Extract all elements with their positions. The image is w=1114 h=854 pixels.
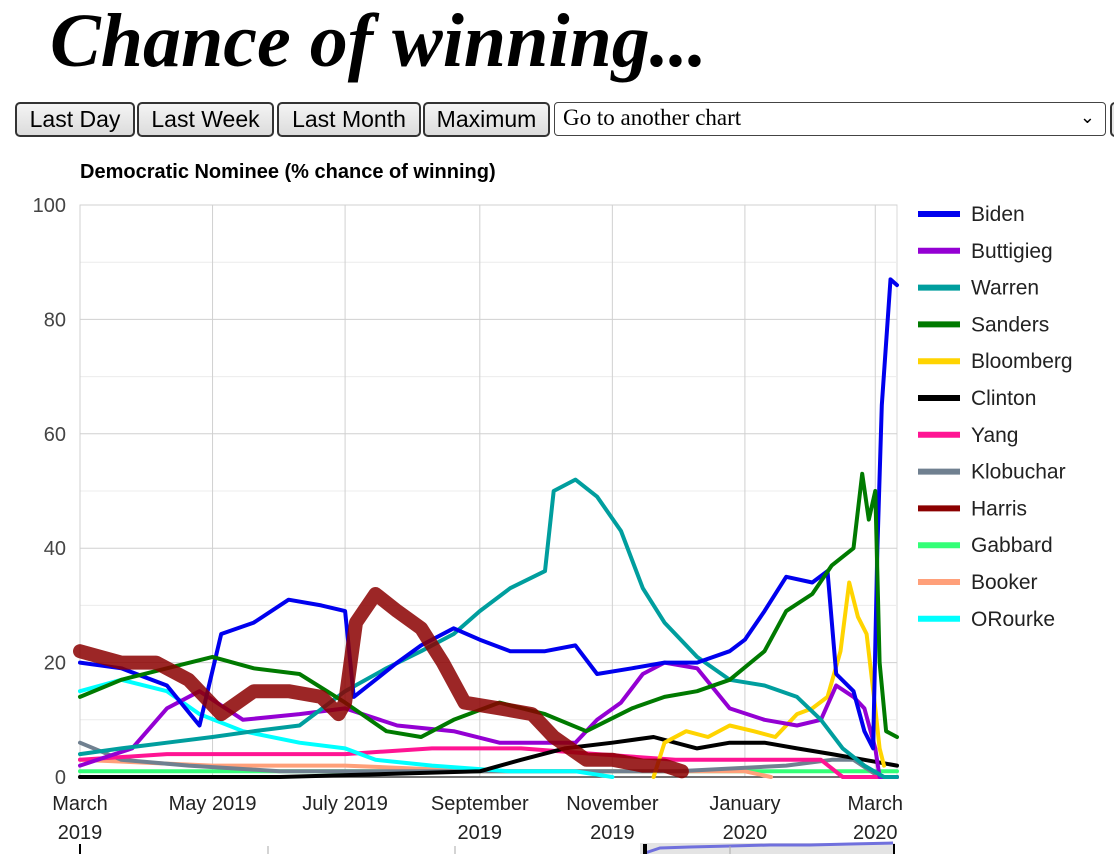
legend-label: Buttigieg [971,240,1053,263]
x-tick-label: January [709,793,780,815]
grid [79,204,898,778]
legend-label: Klobuchar [971,461,1066,484]
last-week-button[interactable]: Last Week [137,102,274,137]
legend-label: Biden [971,203,1025,226]
chart: Democratic Nominee (% chance of winning)… [33,161,1073,854]
toolbar: Last Day Last Week Last Month Maximum Go… [15,102,1114,138]
series-lines [73,277,899,779]
series-line-orourke [78,677,615,779]
series-line-clinton [78,735,899,779]
y-tick-label: 100 [33,195,66,217]
y-tick-label: 20 [44,653,66,675]
legend: Biden Buttigieg Warren Sanders Bloomberg Clin… [918,203,1073,631]
x-tick-label: 2019 [590,822,635,844]
y-tick-label: 80 [44,309,66,331]
chevron-down-icon: ⌄ [1079,107,1095,128]
x-tick-label: 2020 [853,822,898,844]
legend-label: Clinton [971,387,1036,410]
last-day-button[interactable]: Last Day [15,102,135,137]
legend-label: Gabbard [971,534,1053,557]
y-tick-label: 40 [44,538,66,560]
x-tick-label: November [566,793,659,815]
legend-label: Booker [971,571,1038,594]
series-line-biden [78,277,899,751]
series-line-buttigieg [78,660,899,779]
navigator-window[interactable] [640,843,895,854]
page-title: Chance of winning... [50,0,707,83]
x-tick-label: 2020 [723,822,768,844]
chart-title: Democratic Nominee (% chance of winning) [80,161,496,183]
maximum-button[interactable]: Maximum [423,102,550,137]
navigator-line [644,841,894,854]
chart-select-value: Go to another chart [563,105,742,130]
x-tick-label: 2019 [58,822,103,844]
range-navigator[interactable] [79,841,895,854]
series-line-harris [73,587,689,779]
legend-label: Harris [971,497,1027,520]
legend-label: Yang [971,424,1019,447]
navigator-handle-right[interactable] [893,844,895,854]
legend-label: ORourke [971,608,1055,631]
chart-select[interactable]: Go to another chart ⌄ [554,102,1106,136]
series-line-bloomberg [651,580,886,779]
legend-label: Sanders [971,313,1049,336]
edge-button[interactable] [1110,102,1114,137]
x-tick-label: July 2019 [302,793,388,815]
navigator-handle-left[interactable] [643,844,647,854]
legend-label: Bloomberg [971,350,1073,373]
series-line-sanders [78,471,899,739]
x-tick-label: September [431,793,529,815]
x-tick-label: March [52,793,108,815]
legend-label: Warren [971,277,1039,300]
last-month-button[interactable]: Last Month [277,102,421,137]
x-tick-label: 2019 [458,822,503,844]
y-axis-ticks: 0 20 40 60 80 100 [33,195,66,789]
x-tick-label: March [847,793,903,815]
y-tick-label: 60 [44,424,66,446]
x-tick-label: May 2019 [169,793,257,815]
x-axis-ticks: March 2019 May 2019 July 2019 September 2019 N… [52,793,903,844]
y-tick-label: 0 [55,767,66,789]
series-line-warren [78,477,899,779]
